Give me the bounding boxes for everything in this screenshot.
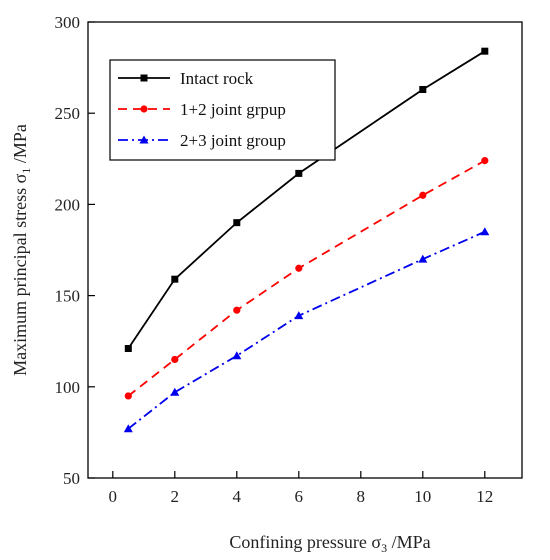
series-1-point [419, 85, 427, 93]
series-1-point [233, 219, 241, 227]
series-1-point [295, 169, 303, 177]
series-1-line [127, 50, 486, 349]
x-tick-label: 6 [295, 487, 304, 506]
legend-item-1-label: Intact rock [180, 69, 254, 88]
y-tick-label: 100 [55, 378, 81, 397]
legend-item-3-label: 2+3 joint group [180, 131, 286, 150]
legend-item-3-marker [139, 135, 149, 144]
series-2-point [171, 355, 179, 364]
y-axis-label-unit: /MPa [10, 124, 30, 168]
y-axis-label-main: Maximum principal stress σ [10, 173, 30, 375]
legend-item-2-marker [140, 105, 148, 113]
legend-item-1-marker [140, 74, 148, 82]
x-tick-label: 10 [414, 487, 431, 506]
series-2-point [124, 392, 132, 400]
series-2-point [419, 191, 427, 199]
y-axis-label-subscript: 1 [19, 168, 33, 174]
series-1-point [481, 47, 489, 55]
series-2-line [127, 159, 486, 397]
x-axis-label-unit: /MPa [387, 532, 431, 552]
y-tick-label: 50 [63, 469, 80, 488]
x-tick-label: 2 [171, 487, 180, 506]
y-tick-label: 300 [55, 13, 81, 32]
y-tick-label: 200 [55, 195, 81, 214]
legend-item-2-label: 1+2 joint grpup [180, 100, 286, 119]
series-layer [123, 47, 490, 433]
y-tick-label: 150 [55, 287, 81, 306]
legend-items: Intact rock 1+2 joint grpup 2+3 joint grou… [118, 69, 286, 150]
series-2-point [295, 264, 303, 272]
x-axis-label: Confining pressure σ3 /MPa [229, 532, 430, 555]
series-2-point [233, 306, 241, 314]
series-1-point [171, 275, 179, 283]
x-tick-label: 0 [109, 487, 118, 506]
y-axis-label: Maximum principal stress σ1 /MPa [10, 124, 33, 376]
series-3-point [480, 227, 490, 236]
x-axis-label-main: Confining pressure σ [229, 532, 381, 552]
x-tick-label: 8 [357, 487, 366, 506]
series-3-point [170, 387, 180, 396]
series-2-point [481, 157, 489, 165]
x-tick-label: 4 [233, 487, 242, 506]
legend: Intact rock 1+2 joint grpup 2+3 joint grou… [109, 59, 336, 161]
y-tick-label: 250 [55, 104, 81, 123]
series-3-line [127, 230, 486, 430]
series-3-point [123, 424, 133, 433]
x-axis-label-subscript: 3 [381, 541, 387, 555]
series-3-point [294, 311, 304, 320]
series-3-point [232, 351, 242, 360]
series-1-point [124, 344, 132, 352]
x-tick-label: 12 [476, 487, 493, 506]
series-3-point [418, 254, 428, 263]
plot-frame [87, 21, 523, 479]
